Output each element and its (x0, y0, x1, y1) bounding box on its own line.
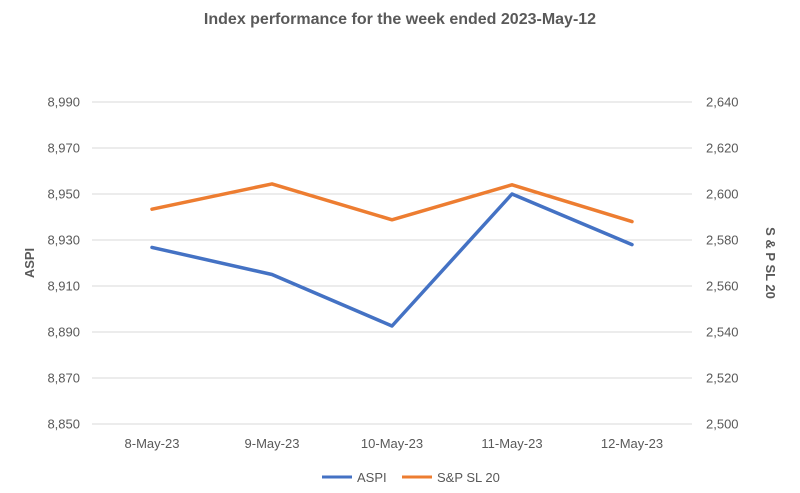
series-line-aspi (150, 192, 634, 328)
y-tick-label: 8,850 (47, 417, 80, 432)
y-tick-label: 8,990 (47, 95, 80, 110)
legend-label-aspi: ASPI (357, 470, 387, 485)
y-tick-label: 8,890 (47, 325, 80, 340)
y2-tick-label: 2,620 (706, 141, 739, 156)
chart-title: Index performance for the week ended 202… (204, 11, 596, 28)
y-tick-label: 8,930 (47, 233, 80, 248)
x-tick-label: 11-May-23 (481, 436, 542, 451)
y2-tick-label: 2,600 (706, 187, 739, 202)
left-y-axis: 8,850 8,870 8,890 8,910 8,930 8,950 8,970 8,990 (47, 95, 80, 432)
series-lines (150, 182, 634, 328)
y-tick-label: 8,970 (47, 141, 80, 156)
left-y-axis-title: ASPI (22, 248, 37, 278)
y-tick-label: 8,950 (47, 187, 80, 202)
y2-tick-label: 2,520 (706, 371, 739, 386)
y2-tick-label: 2,540 (706, 325, 739, 340)
series-line-s-p-sl-20 (150, 182, 634, 224)
right-y-axis: 2,500 2,520 2,540 2,560 2,580 2,600 2,620 2,640 (706, 95, 739, 432)
x-tick-label: 12-May-23 (601, 436, 663, 451)
y-tick-label: 8,910 (47, 279, 80, 294)
y-tick-label: 8,870 (47, 371, 80, 386)
y2-tick-label: 2,580 (706, 233, 739, 248)
x-tick-label: 8-May-23 (125, 436, 180, 451)
y2-tick-label: 2,640 (706, 95, 739, 110)
legend: ASPI S&P SL 20 (322, 470, 500, 485)
x-axis: 8-May-23 9-May-23 10-May-23 11-May-23 12-May… (125, 436, 664, 451)
legend-label-sp-sl-20: S&P SL 20 (437, 470, 500, 485)
right-y-axis-title: S & P SL 20 (763, 227, 778, 299)
y2-tick-label: 2,560 (706, 279, 739, 294)
x-tick-label: 9-May-23 (245, 436, 300, 451)
y2-tick-label: 2,500 (706, 417, 739, 432)
x-tick-label: 10-May-23 (361, 436, 423, 451)
gridlines (92, 101, 692, 379)
